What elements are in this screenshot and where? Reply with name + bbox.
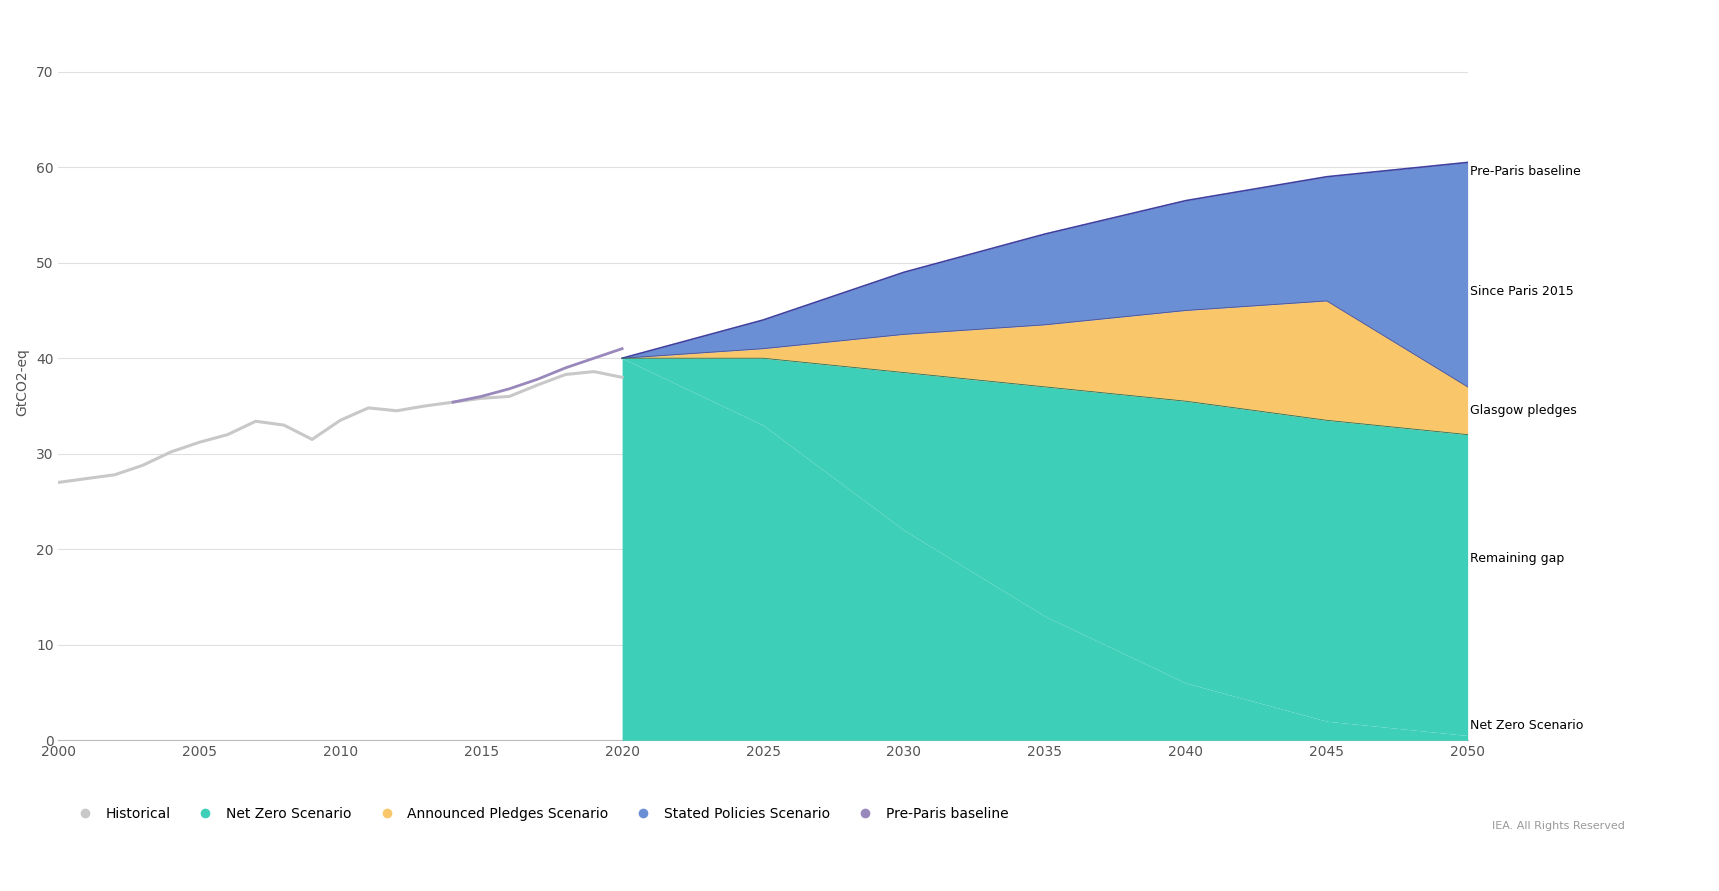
Text: Remaining gap: Remaining gap [1470,552,1564,565]
Text: Glasgow pledges: Glasgow pledges [1470,405,1578,417]
Text: IEA. All Rights Reserved: IEA. All Rights Reserved [1492,821,1624,830]
Y-axis label: GtCO2-eq: GtCO2-eq [15,348,29,416]
Legend: Historical, Net Zero Scenario, Announced Pledges Scenario, Stated Policies Scena: Historical, Net Zero Scenario, Announced… [65,801,1014,827]
Text: Pre-Paris baseline: Pre-Paris baseline [1470,166,1581,178]
Text: Net Zero Scenario: Net Zero Scenario [1470,719,1583,732]
Text: Since Paris 2015: Since Paris 2015 [1470,285,1575,298]
